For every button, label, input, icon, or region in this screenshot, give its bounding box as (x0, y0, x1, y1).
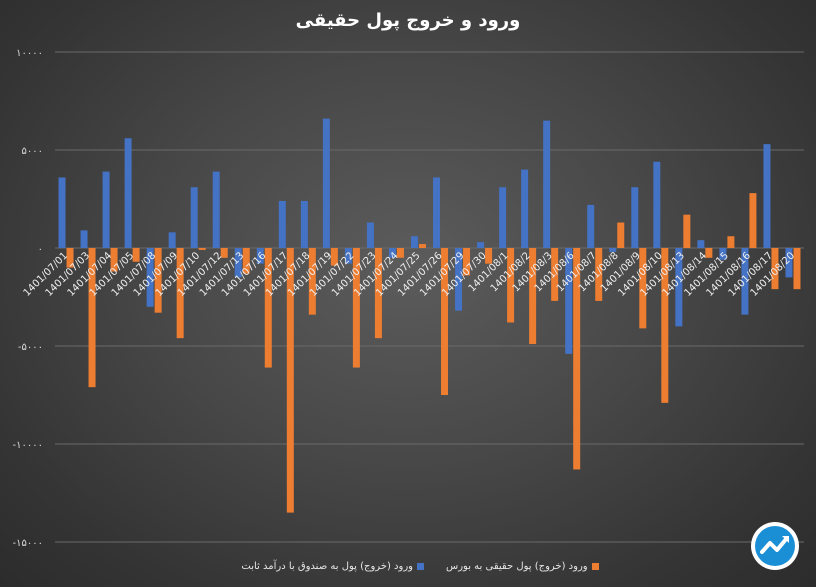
bar-series-2 (66, 248, 74, 268)
bar-series-2 (198, 248, 206, 250)
bar-series-2 (264, 248, 272, 368)
bar-series-1 (719, 248, 727, 260)
bar-series-1 (785, 248, 793, 278)
bar-series-2 (661, 248, 669, 403)
legend-swatch-series-1 (417, 563, 424, 570)
bar-series-2 (507, 248, 515, 323)
bar-series-1 (168, 232, 176, 248)
bar-series-1 (388, 248, 396, 258)
bar-series-2 (727, 236, 735, 248)
bar-series-1 (212, 171, 220, 248)
bar-series-2 (551, 248, 559, 301)
chart-legend: ورود (خروج) پول حقیقی به بورس ورود (خروج… (230, 561, 610, 572)
bar-series-1 (697, 240, 705, 248)
bar-series-1 (322, 118, 330, 248)
bar-series-1 (278, 200, 286, 248)
bar-series-1 (146, 248, 154, 307)
bar-series-1 (455, 248, 463, 311)
bar-series-1 (410, 236, 418, 248)
bar-series-1 (58, 177, 66, 248)
bar-series-2 (771, 248, 779, 290)
legend-swatch-series-2 (591, 563, 599, 570)
bar-series-2 (441, 248, 449, 395)
bar-series-1 (631, 187, 639, 248)
bar-series-1 (741, 248, 749, 315)
bar-series-2 (110, 248, 118, 272)
bar-series-2 (463, 248, 471, 276)
bar-series-1 (256, 248, 264, 264)
bar-series-1 (609, 248, 617, 252)
bar-series-2 (132, 248, 140, 262)
bar-series-1 (543, 120, 551, 248)
bar-series-1 (102, 171, 110, 248)
bar-series-2 (418, 244, 426, 248)
bar-series-2 (176, 248, 184, 339)
bar-series-1 (366, 222, 374, 248)
bar-series-2 (529, 248, 537, 345)
bar-series-2 (573, 248, 581, 470)
bar-series-2 (220, 248, 228, 258)
bar-series-1 (344, 248, 352, 264)
bar-series-2 (352, 248, 360, 368)
bar-series-1 (521, 169, 529, 248)
bar-series-1 (124, 138, 132, 248)
bar-series-2 (154, 248, 162, 313)
legend-label-series-1: ورود (خروج) پول به صندوق با درآمد ثابت (241, 561, 413, 572)
bar-series-1 (587, 204, 595, 248)
bar-series-2 (308, 248, 316, 315)
y-tick-label: -۵۰۰۰ (18, 342, 43, 353)
legend-label-series-2: ورود (خروج) پول حقیقی به بورس (446, 561, 588, 572)
bar-series-2 (485, 248, 493, 264)
y-tick-label: -۱۵۰۰۰ (13, 538, 43, 549)
bar-series-2 (683, 214, 691, 248)
bar-series-2 (88, 248, 96, 388)
y-tick-label: ۰ (38, 244, 43, 255)
bar-series-1 (477, 242, 485, 248)
bar-series-2 (639, 248, 647, 329)
bar-series-2 (595, 248, 603, 301)
bar-series-1 (565, 248, 573, 354)
y-tick-label: -۱۰۰۰۰ (13, 440, 43, 451)
legend-item-series-1: ورود (خروج) پول به صندوق با درآمد ثابت (241, 561, 424, 572)
bar-series-1 (80, 230, 88, 248)
y-tick-label: ۵۰۰۰ (22, 146, 43, 157)
bar-series-1 (190, 187, 198, 248)
trend-arrow-logo-icon (751, 522, 799, 570)
bar-series-2 (396, 248, 404, 258)
bar-series-2 (705, 248, 713, 258)
chart-title: ورود و خروج پول حقیقی (295, 10, 521, 31)
bar-series-1 (234, 248, 242, 278)
bar-series-1 (300, 200, 308, 248)
bar-series-2 (793, 248, 801, 290)
bar-series-1 (499, 187, 507, 248)
y-tick-label: ۱۰۰۰۰ (16, 48, 43, 59)
bar-series-1 (433, 177, 441, 248)
legend-item-series-2: ورود (خروج) پول حقیقی به بورس (446, 561, 599, 572)
bar-series-1 (653, 161, 661, 248)
bar-series-2 (330, 248, 338, 266)
bar-series-2 (286, 248, 294, 513)
bar-series-2 (374, 248, 382, 339)
bar-series-1 (763, 144, 771, 248)
bar-series-2 (242, 248, 250, 274)
bar-series-2 (749, 193, 757, 248)
bar-series-2 (617, 222, 625, 248)
bar-series-1 (675, 248, 683, 327)
